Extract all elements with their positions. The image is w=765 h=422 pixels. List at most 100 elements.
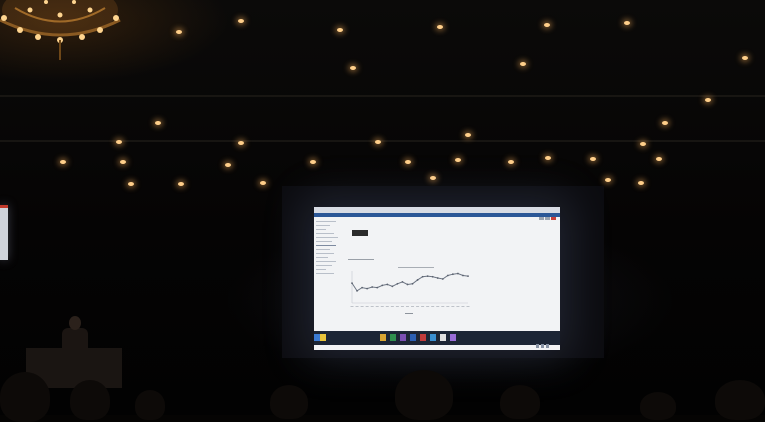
- start-icon[interactable]: [314, 334, 320, 341]
- ceiling-light: [310, 160, 316, 164]
- excel-icon[interactable]: [390, 334, 396, 341]
- chart-title: [398, 267, 434, 268]
- data-point[interactable]: [457, 272, 459, 275]
- sidebar-item[interactable]: [316, 273, 334, 274]
- taskbar: [314, 331, 560, 348]
- sidebar-item[interactable]: [316, 229, 326, 230]
- data-point[interactable]: [391, 285, 394, 288]
- app-icon[interactable]: [420, 334, 426, 341]
- app-icon[interactable]: [440, 334, 446, 341]
- ceiling-light: [544, 23, 550, 27]
- projection-screen: [314, 207, 560, 350]
- series-line: [351, 273, 469, 292]
- close-icon[interactable]: [551, 216, 556, 220]
- data-point[interactable]: [361, 286, 363, 289]
- window-accent-bar: [314, 213, 560, 217]
- x-tick-label: [456, 306, 460, 307]
- data-point[interactable]: [467, 275, 469, 278]
- ceiling-light: [520, 62, 526, 66]
- tooltip: [352, 230, 368, 236]
- data-point[interactable]: [371, 286, 374, 288]
- sidebar-item-selected[interactable]: [316, 245, 336, 246]
- data-point[interactable]: [381, 284, 384, 287]
- chrome-icon[interactable]: [320, 334, 326, 341]
- system-tray[interactable]: [534, 335, 556, 348]
- sidebar-item[interactable]: [316, 253, 334, 254]
- data-point[interactable]: [356, 289, 358, 292]
- sidebar-item[interactable]: [316, 225, 330, 226]
- audience-head: [270, 385, 308, 419]
- app-icon[interactable]: [430, 334, 436, 341]
- speaker: [62, 328, 88, 350]
- data-point[interactable]: [366, 287, 369, 290]
- data-point[interactable]: [436, 277, 439, 279]
- x-tick-label: [375, 306, 379, 307]
- app-icon[interactable]: [450, 334, 456, 341]
- ceiling-light: [337, 28, 343, 32]
- x-tick-label: [461, 306, 465, 307]
- x-tick-label: [395, 306, 399, 307]
- sidebar-item[interactable]: [316, 265, 332, 266]
- ceiling-light: [742, 56, 748, 60]
- x-tick-label: [446, 306, 450, 307]
- sidebar-item[interactable]: [316, 233, 334, 234]
- sidebar-item[interactable]: [316, 249, 330, 250]
- data-point[interactable]: [401, 280, 404, 283]
- ceiling-light: [640, 142, 646, 146]
- ceiling-light: [605, 178, 611, 182]
- x-tick-label: [380, 306, 384, 307]
- ceiling-light: [120, 160, 126, 164]
- data-point[interactable]: [396, 282, 399, 285]
- data-point[interactable]: [386, 283, 389, 286]
- data-point[interactable]: [411, 282, 414, 285]
- window-controls[interactable]: [538, 207, 558, 220]
- chandelier: [0, 0, 121, 60]
- data-point[interactable]: [451, 273, 454, 276]
- data-point[interactable]: [441, 278, 444, 280]
- x-tick-label: [385, 306, 389, 307]
- ceiling-light: [624, 21, 630, 25]
- ceiling-light: [638, 181, 644, 185]
- sidebar-item[interactable]: [316, 221, 336, 222]
- folder-icon[interactable]: [380, 334, 386, 341]
- ceiling-band: [0, 140, 765, 142]
- media-icon[interactable]: [400, 334, 406, 341]
- chart-heading: [348, 259, 374, 260]
- side-screen-bar: [0, 205, 8, 208]
- sidebar-item[interactable]: [316, 237, 338, 238]
- ceiling-light: [405, 160, 411, 164]
- data-point[interactable]: [462, 274, 464, 277]
- ceiling-light: [437, 25, 443, 29]
- maximize-icon[interactable]: [545, 216, 550, 220]
- data-point[interactable]: [351, 282, 353, 285]
- x-axis-label: [405, 313, 413, 314]
- minimize-icon[interactable]: [539, 216, 544, 220]
- data-point[interactable]: [406, 283, 409, 286]
- ceiling-light: [590, 157, 596, 161]
- ceiling-light: [430, 176, 436, 180]
- ceiling-light: [656, 157, 662, 161]
- data-point[interactable]: [421, 275, 424, 278]
- x-tick-label: [441, 306, 445, 307]
- ceiling-light: [155, 121, 161, 125]
- x-tick-label: [451, 306, 455, 307]
- sidebar-item[interactable]: [316, 257, 328, 258]
- data-point[interactable]: [426, 275, 429, 278]
- data-point[interactable]: [446, 274, 449, 277]
- data-point[interactable]: [416, 279, 419, 281]
- ceiling-light: [225, 163, 231, 167]
- sidebar-item[interactable]: [316, 269, 326, 270]
- x-tick-label: [400, 306, 404, 307]
- sidebar-item[interactable]: [316, 261, 336, 262]
- x-tick-label: [365, 306, 369, 307]
- ceiling-light: [238, 141, 244, 145]
- ceiling-light: [662, 121, 668, 125]
- x-tick-label: [370, 306, 374, 307]
- data-point[interactable]: [431, 275, 434, 278]
- speaker-head: [69, 316, 81, 330]
- data-point[interactable]: [376, 286, 379, 289]
- sidebar-item[interactable]: [316, 241, 332, 242]
- audience-head: [715, 380, 765, 420]
- audience-head: [640, 392, 676, 420]
- word-icon[interactable]: [410, 334, 416, 341]
